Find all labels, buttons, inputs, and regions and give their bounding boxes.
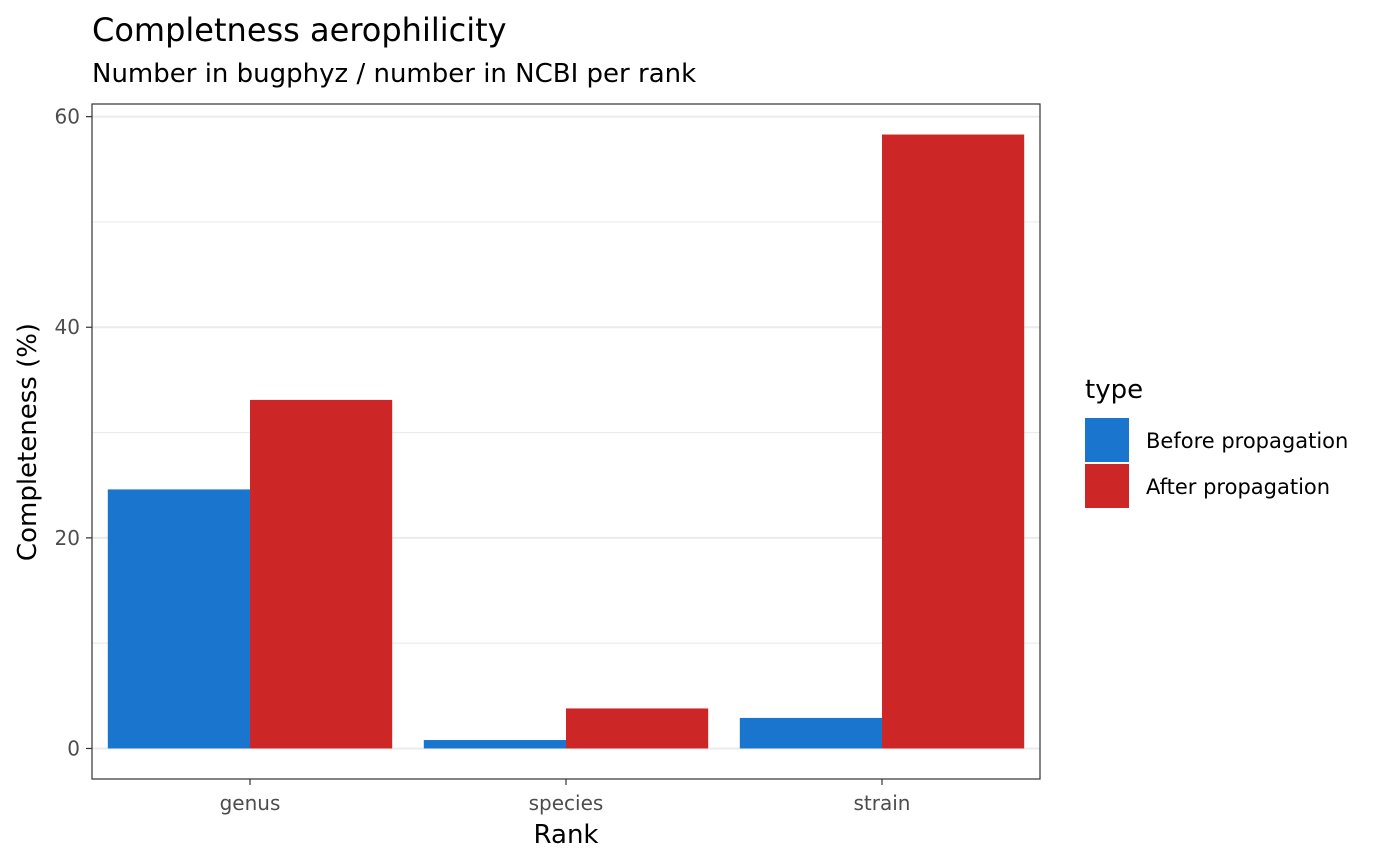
bar-species-after <box>566 708 709 749</box>
bar-strain-before <box>739 717 882 749</box>
legend-items: Before propagation After propagation <box>1085 418 1348 508</box>
chart-subtitle: Number in bugphyz / number in NCBI per r… <box>92 59 696 89</box>
legend-label: Before propagation <box>1146 429 1348 453</box>
bar-species-before <box>423 740 566 749</box>
x-tick-label-species: species <box>529 791 604 815</box>
y-axis: 0 20 40 60 <box>55 105 92 760</box>
y-axis-title: Completeness (%) <box>13 323 43 561</box>
x-tick-label-genus: genus <box>220 791 281 815</box>
x-axis-title: Rank <box>534 820 599 850</box>
plot-panel <box>91 103 1041 780</box>
bar-genus-before <box>107 489 250 749</box>
x-tick-label-strain: strain <box>854 791 911 815</box>
legend-swatch <box>1085 464 1129 508</box>
legend-label: After propagation <box>1146 475 1330 499</box>
y-tick-label: 40 <box>55 315 80 339</box>
legend-swatch <box>1085 418 1129 462</box>
bar-strain-after <box>882 134 1025 749</box>
bar-genus-after <box>250 399 393 749</box>
y-tick-label: 0 <box>67 736 80 760</box>
y-tick-label: 60 <box>55 105 80 129</box>
legend: type Before propagation After propagation <box>1085 375 1348 508</box>
x-axis: genus species strain <box>220 779 911 815</box>
chart-title: Completness aerophilicity <box>92 11 507 49</box>
bars <box>107 134 1025 749</box>
y-tick-label: 20 <box>55 526 80 550</box>
legend-title: type <box>1085 375 1143 405</box>
